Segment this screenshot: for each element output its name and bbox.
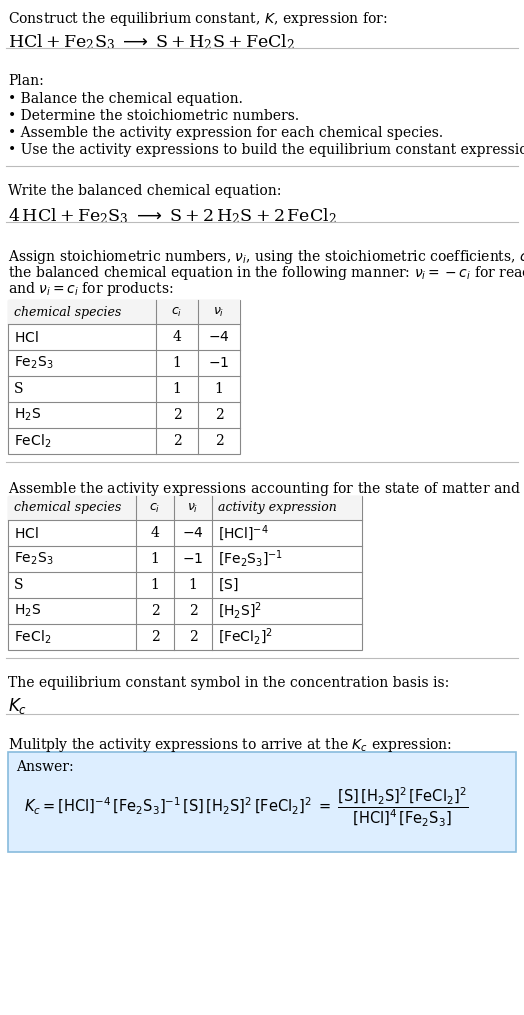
Bar <box>8 496 362 650</box>
Text: Answer:: Answer: <box>16 760 74 774</box>
Text: $\mathrm{Fe_2S_3}$: $\mathrm{Fe_2S_3}$ <box>14 355 53 371</box>
Text: $\mathregular{HCl + Fe_2S_3} \;\longrightarrow\; \mathregular{S + H_2S + FeCl_2}: $\mathregular{HCl + Fe_2S_3} \;\longrigh… <box>8 32 295 52</box>
Text: $\mathrm{HCl}$: $\mathrm{HCl}$ <box>14 526 39 541</box>
Text: $-4$: $-4$ <box>182 526 204 540</box>
Bar <box>8 300 240 454</box>
Bar <box>8 300 240 324</box>
Text: $\mathrm{H_2S}$: $\mathrm{H_2S}$ <box>14 407 41 423</box>
Text: • Use the activity expressions to build the equilibrium constant expression.: • Use the activity expressions to build … <box>8 143 524 157</box>
Text: $c_i$: $c_i$ <box>171 306 183 319</box>
Text: activity expression: activity expression <box>218 501 337 515</box>
Text: $\mathrm{FeCl_2}$: $\mathrm{FeCl_2}$ <box>14 628 51 646</box>
Text: $-1$: $-1$ <box>209 356 230 370</box>
Text: Write the balanced chemical equation:: Write the balanced chemical equation: <box>8 184 281 198</box>
Text: $[\mathrm{FeCl_2}]^2$: $[\mathrm{FeCl_2}]^2$ <box>218 627 273 648</box>
Text: 1: 1 <box>172 382 181 396</box>
Text: Mulitply the activity expressions to arrive at the $K_c$ expression:: Mulitply the activity expressions to arr… <box>8 736 452 754</box>
Text: 2: 2 <box>215 408 223 422</box>
Text: chemical species: chemical species <box>14 501 121 515</box>
Text: Assemble the activity expressions accounting for the state of matter and $\nu_i$: Assemble the activity expressions accoun… <box>8 480 524 498</box>
Text: $\nu_i$: $\nu_i$ <box>187 501 199 515</box>
Text: 2: 2 <box>189 630 198 644</box>
Text: Plan:: Plan: <box>8 74 43 88</box>
Text: $[\mathrm{S}]$: $[\mathrm{S}]$ <box>218 577 238 593</box>
Text: and $\nu_i = c_i$ for products:: and $\nu_i = c_i$ for products: <box>8 280 173 298</box>
Text: The equilibrium constant symbol in the concentration basis is:: The equilibrium constant symbol in the c… <box>8 676 449 690</box>
Bar <box>8 496 362 520</box>
Text: 2: 2 <box>215 434 223 448</box>
Text: 1: 1 <box>150 552 159 566</box>
Text: $[\mathrm{H_2S}]^2$: $[\mathrm{H_2S}]^2$ <box>218 601 262 621</box>
Text: 1: 1 <box>189 578 198 592</box>
Text: $[\mathrm{Fe_2S_3}]^{-1}$: $[\mathrm{Fe_2S_3}]^{-1}$ <box>218 549 283 569</box>
Text: S: S <box>14 578 24 592</box>
Bar <box>8 752 516 852</box>
Text: • Assemble the activity expression for each chemical species.: • Assemble the activity expression for e… <box>8 126 443 140</box>
Text: 1: 1 <box>172 356 181 370</box>
Text: 2: 2 <box>150 630 159 644</box>
Text: 2: 2 <box>172 408 181 422</box>
Text: $[\mathrm{HCl}]^{-4}$: $[\mathrm{HCl}]^{-4}$ <box>218 523 269 543</box>
Text: $K_c = [\mathrm{HCl}]^{-4}\,[\mathrm{Fe_2S_3}]^{-1}\,[\mathrm{S}]\,[\mathrm{H_2S: $K_c = [\mathrm{HCl}]^{-4}\,[\mathrm{Fe_… <box>24 786 468 828</box>
Text: Construct the equilibrium constant, $K$, expression for:: Construct the equilibrium constant, $K$,… <box>8 10 388 28</box>
Text: $\mathregular{4\,HCl + Fe_2S_3} \;\longrightarrow\; \mathregular{S + 2\,H_2S + 2: $\mathregular{4\,HCl + Fe_2S_3} \;\longr… <box>8 206 337 225</box>
Text: • Balance the chemical equation.: • Balance the chemical equation. <box>8 92 243 106</box>
Text: S: S <box>14 382 24 396</box>
Text: chemical species: chemical species <box>14 306 121 319</box>
Text: • Determine the stoichiometric numbers.: • Determine the stoichiometric numbers. <box>8 109 299 123</box>
Text: $K_c$: $K_c$ <box>8 696 27 716</box>
Text: the balanced chemical equation in the following manner: $\nu_i = -c_i$ for react: the balanced chemical equation in the fo… <box>8 264 524 282</box>
Text: $\mathrm{Fe_2S_3}$: $\mathrm{Fe_2S_3}$ <box>14 551 53 567</box>
Text: $\mathrm{H_2S}$: $\mathrm{H_2S}$ <box>14 603 41 619</box>
Text: $\mathrm{HCl}$: $\mathrm{HCl}$ <box>14 330 39 344</box>
Text: Assign stoichiometric numbers, $\nu_i$, using the stoichiometric coefficients, $: Assign stoichiometric numbers, $\nu_i$, … <box>8 248 524 266</box>
Text: 4: 4 <box>172 330 181 344</box>
Text: $-4$: $-4$ <box>208 330 230 344</box>
Text: 1: 1 <box>150 578 159 592</box>
Text: 4: 4 <box>150 526 159 540</box>
Text: $\nu_i$: $\nu_i$ <box>213 306 225 319</box>
Text: 2: 2 <box>189 604 198 618</box>
Text: $c_i$: $c_i$ <box>149 501 161 515</box>
Text: 2: 2 <box>172 434 181 448</box>
Text: 1: 1 <box>214 382 223 396</box>
Text: $-1$: $-1$ <box>182 552 204 566</box>
Text: $\mathrm{FeCl_2}$: $\mathrm{FeCl_2}$ <box>14 432 51 450</box>
Text: 2: 2 <box>150 604 159 618</box>
